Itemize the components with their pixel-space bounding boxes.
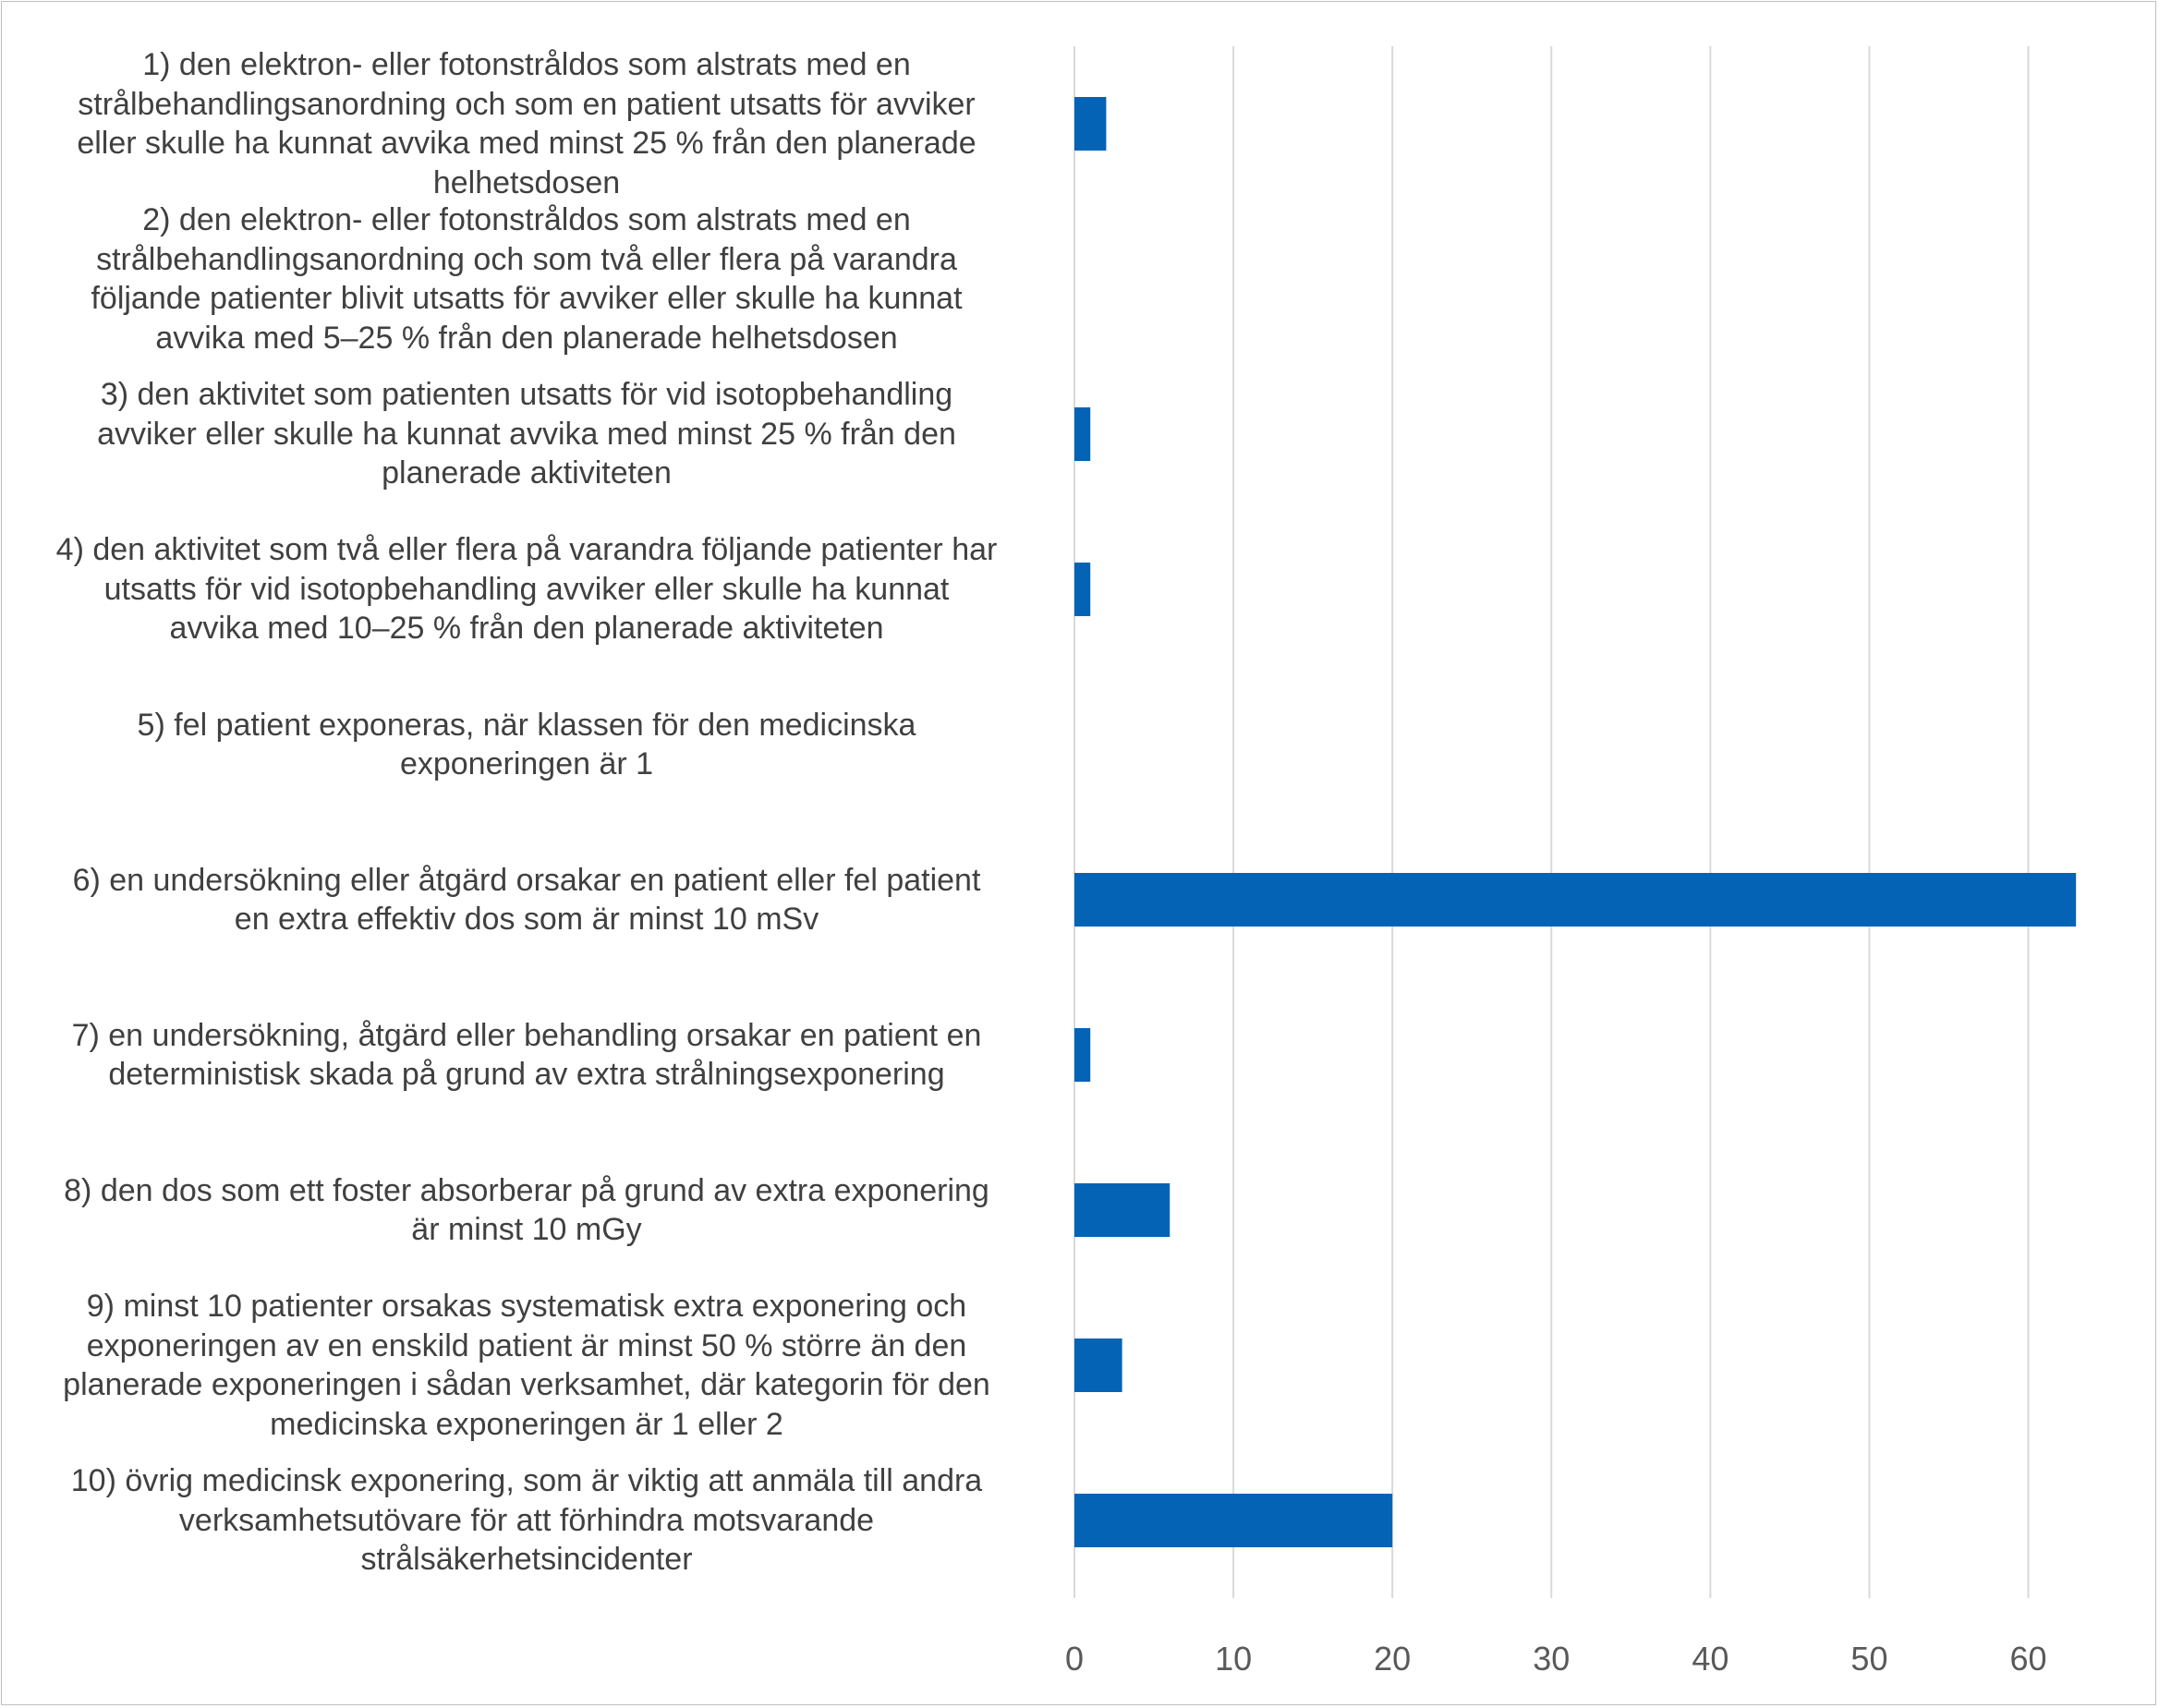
category-label-line: avviker eller skulle ha kunnat avvika me… bbox=[97, 416, 956, 452]
category-label-line: 1) den elektron- eller fotonstråldos som… bbox=[142, 47, 911, 82]
category-label-line: exponeringen är 1 bbox=[399, 746, 654, 781]
category-label-line: 2) den elektron- eller fotonstråldos som… bbox=[142, 202, 911, 237]
category-label: 2) den elektron- eller fotonstråldos som… bbox=[9, 200, 1044, 357]
bar bbox=[1074, 563, 1091, 616]
category-label: 7) en undersökning, åtgärd eller behandl… bbox=[9, 1016, 1044, 1095]
category-label-line: avvika med 5–25 % från den planerade hel… bbox=[155, 320, 898, 356]
category-label: 6) en undersökning eller åtgärd orsakar … bbox=[9, 861, 1044, 939]
category-label-line: en extra effektiv dos som är minst 10 mS… bbox=[234, 902, 819, 937]
category-label-line: 8) den dos som ett foster absorberar på … bbox=[64, 1172, 989, 1208]
bar bbox=[1074, 407, 1091, 461]
category-label-line: helhetsdosen bbox=[432, 164, 621, 200]
category-label-line: utsatts för vid isotopbehandling avviker… bbox=[103, 571, 950, 607]
category-label-line: strålbehandlingsanordning och som två el… bbox=[96, 241, 957, 277]
category-label-line: 6) en undersökning eller åtgärd orsakar … bbox=[72, 862, 981, 898]
bar bbox=[1074, 873, 2077, 927]
bar bbox=[1074, 1183, 1170, 1237]
x-tick-label: 50 bbox=[1850, 1640, 1887, 1678]
category-label-line: 3) den aktivitet som patienten utsatts f… bbox=[100, 377, 953, 413]
x-tick-label: 10 bbox=[1215, 1640, 1252, 1678]
category-label-line: följande patienter blivit utsatts för av… bbox=[91, 281, 963, 316]
x-tick-label: 40 bbox=[1692, 1640, 1728, 1678]
category-label-line: 10) övrig medicinsk exponering, som är v… bbox=[70, 1463, 983, 1499]
x-tick-label: 60 bbox=[2010, 1640, 2047, 1678]
x-tick-label: 30 bbox=[1533, 1640, 1570, 1678]
category-label-line: strålbehandlingsanordning och som en pat… bbox=[78, 86, 976, 122]
bar bbox=[1074, 1028, 1091, 1082]
category-label: 8) den dos som ett foster absorberar på … bbox=[9, 1171, 1044, 1250]
bar bbox=[1074, 1339, 1122, 1392]
category-label: 9) minst 10 patienter orsakas systematis… bbox=[9, 1287, 1044, 1444]
category-label-line: planerade aktiviteten bbox=[382, 455, 672, 491]
x-tick-label: 20 bbox=[1374, 1640, 1411, 1678]
category-label-line: är minst 10 mGy bbox=[411, 1212, 642, 1247]
category-label-line: deterministisk skada på grund av extra s… bbox=[108, 1057, 945, 1092]
category-label: 10) övrig medicinsk exponering, som är v… bbox=[9, 1461, 1044, 1580]
category-label-line: avvika med 10–25 % från den planerade ak… bbox=[169, 611, 884, 647]
category-label-line: 9) minst 10 patienter orsakas systematis… bbox=[86, 1289, 967, 1324]
category-label-line: eller skulle ha kunnat avvika med minst … bbox=[77, 126, 976, 161]
category-label-line: strålsäkerhetsincidenter bbox=[360, 1542, 693, 1578]
category-label: 4) den aktivitet som två eller flera på … bbox=[9, 530, 1044, 648]
bar bbox=[1074, 1494, 1393, 1547]
category-label-line: medicinska exponeringen är 1 eller 2 bbox=[270, 1406, 783, 1442]
category-label-line: exponeringen av en enskild patient är mi… bbox=[86, 1327, 967, 1363]
category-label-line: planerade exponeringen i sådan verksamhe… bbox=[63, 1367, 990, 1402]
category-label: 3) den aktivitet som patienten utsatts f… bbox=[9, 375, 1044, 493]
bar bbox=[1074, 97, 1107, 151]
x-tick-label: 0 bbox=[1065, 1640, 1084, 1678]
category-label-line: 5) fel patient exponeras, när klassen fö… bbox=[137, 707, 916, 743]
category-label: 5) fel patient exponeras, när klassen fö… bbox=[9, 706, 1044, 784]
category-label-line: verksamhetsutövare för att förhindra mot… bbox=[178, 1502, 875, 1538]
category-label-line: 4) den aktivitet som två eller flera på … bbox=[55, 532, 998, 568]
category-label-line: 7) en undersökning, åtgärd eller behandl… bbox=[71, 1017, 982, 1053]
category-label: 1) den elektron- eller fotonstråldos som… bbox=[9, 45, 1044, 202]
